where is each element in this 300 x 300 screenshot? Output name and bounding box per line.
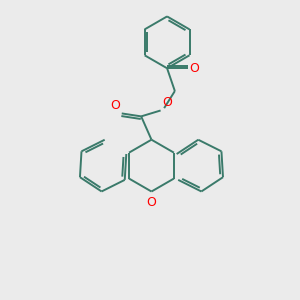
Text: O: O [189, 62, 199, 75]
Text: O: O [146, 196, 156, 209]
Text: O: O [110, 99, 120, 112]
Text: O: O [162, 96, 172, 109]
